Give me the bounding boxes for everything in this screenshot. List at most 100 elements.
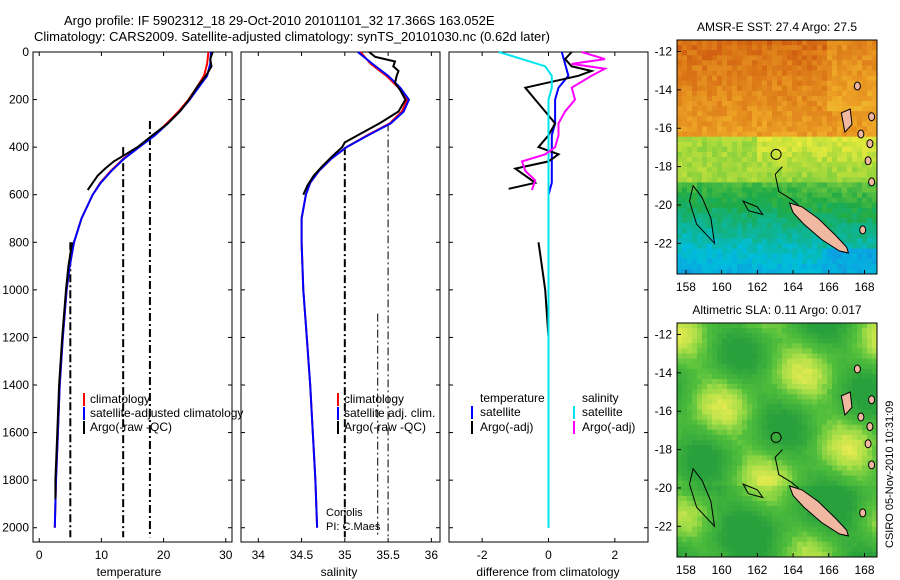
map-cell xyxy=(742,399,748,405)
map-cell xyxy=(717,429,723,436)
map-cell xyxy=(862,496,868,502)
map-cell xyxy=(772,228,778,234)
map-cell xyxy=(722,368,728,375)
map-cell xyxy=(847,85,853,92)
map-cell xyxy=(812,546,818,553)
map-cell xyxy=(677,490,683,497)
map-cell xyxy=(762,233,768,239)
map-cell xyxy=(777,55,783,61)
map-cell xyxy=(817,248,823,255)
map-cell xyxy=(757,121,763,128)
map-cell xyxy=(777,526,783,533)
map-cell xyxy=(827,121,833,128)
map-cell xyxy=(762,358,768,365)
map-cell xyxy=(722,146,728,153)
map-cell xyxy=(762,404,768,411)
map-cell xyxy=(697,455,703,461)
map-cell xyxy=(722,167,728,173)
map-cell xyxy=(702,96,708,102)
map-cell xyxy=(817,338,823,344)
map-cell xyxy=(872,546,877,553)
map-cell xyxy=(682,202,688,209)
map-cell xyxy=(777,146,783,153)
map-cell xyxy=(822,419,828,426)
map-cell xyxy=(692,333,698,339)
map-cell xyxy=(872,419,877,426)
map-cell xyxy=(682,223,688,229)
map-cell xyxy=(832,223,838,229)
map-cell xyxy=(742,146,748,153)
map-cell xyxy=(832,511,838,517)
map-cell xyxy=(847,490,853,497)
map-cell xyxy=(822,106,828,112)
map-cell xyxy=(847,263,853,270)
map-cell xyxy=(762,460,768,466)
map-cell xyxy=(767,218,773,224)
map-cell xyxy=(727,243,733,250)
map-cell xyxy=(712,238,718,245)
island-small xyxy=(868,112,876,122)
map-cell xyxy=(727,172,733,178)
map-cell xyxy=(807,419,813,426)
map-cell xyxy=(837,480,843,487)
map-cell xyxy=(747,455,753,461)
map-cell xyxy=(737,404,743,411)
map-cell xyxy=(822,450,828,456)
map-cell xyxy=(727,197,733,204)
map-cell xyxy=(847,55,853,61)
map-cell xyxy=(772,248,778,255)
island-small xyxy=(866,422,874,432)
map-cell xyxy=(717,506,723,512)
map-cell xyxy=(837,202,843,209)
map-cell xyxy=(707,399,713,405)
map-cell xyxy=(682,414,688,421)
map-cell xyxy=(677,157,683,163)
map-cell xyxy=(772,192,778,199)
map-cell xyxy=(732,182,738,189)
map-cell xyxy=(852,404,858,411)
map-cell xyxy=(692,434,698,441)
map-cell xyxy=(702,323,708,329)
map-cell xyxy=(747,40,753,46)
map-cell xyxy=(702,218,708,224)
map-cell xyxy=(797,450,803,456)
map-cell xyxy=(732,450,738,456)
map-cell xyxy=(832,126,838,133)
map-cell xyxy=(802,50,808,56)
map-cell xyxy=(727,531,733,538)
lon-tick-label: 166 xyxy=(819,280,839,294)
map-cell xyxy=(712,121,718,128)
map-cell xyxy=(687,429,693,436)
map-cell xyxy=(732,399,738,405)
map-cell xyxy=(752,106,758,112)
map-cell xyxy=(677,409,683,416)
map-cell xyxy=(827,506,833,512)
map-cell xyxy=(687,343,693,349)
map-cell xyxy=(787,172,793,178)
map-cell xyxy=(847,379,853,385)
map-cell xyxy=(852,75,858,82)
map-cell xyxy=(872,136,877,143)
map-cell xyxy=(862,480,868,487)
map-cell xyxy=(857,475,863,482)
map-cell xyxy=(737,353,743,360)
map-cell xyxy=(717,121,723,128)
map-cell xyxy=(722,96,728,102)
map-cell xyxy=(687,162,693,168)
map-cell xyxy=(792,394,798,400)
map-cell xyxy=(727,96,733,102)
map-cell xyxy=(727,253,733,260)
map-cell xyxy=(817,187,823,194)
map-cell xyxy=(867,55,873,61)
map-cell xyxy=(772,172,778,178)
map-cell xyxy=(702,414,708,421)
map-cell xyxy=(807,167,813,173)
map-cell xyxy=(742,353,748,360)
map-cell xyxy=(827,368,833,375)
map-cell xyxy=(782,465,788,472)
map-cell xyxy=(732,465,738,472)
map-cell xyxy=(732,101,738,107)
map-cell xyxy=(792,223,798,229)
map-cell xyxy=(782,429,788,436)
map-cell xyxy=(862,490,868,497)
